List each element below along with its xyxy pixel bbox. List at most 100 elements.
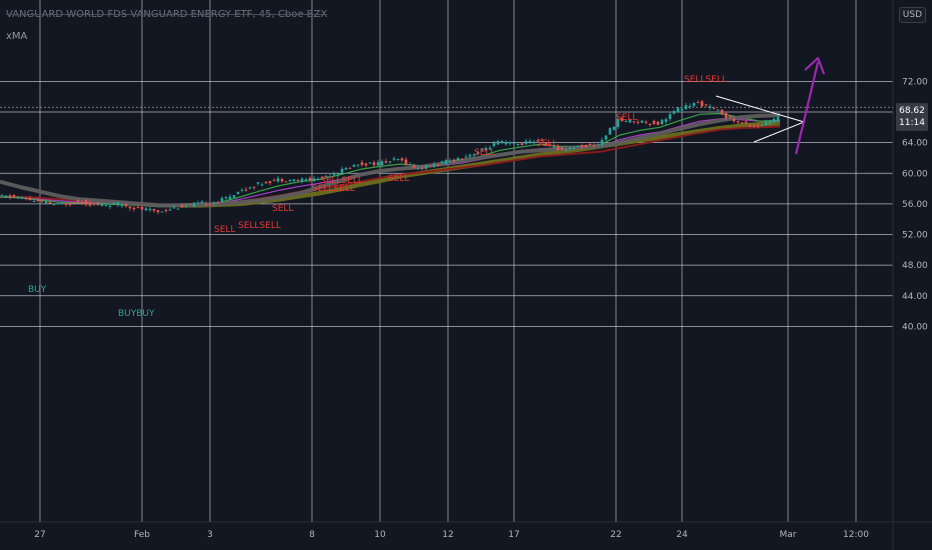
candle-body [384, 161, 388, 163]
candle-body [128, 206, 132, 209]
candle-body [56, 203, 60, 205]
currency-badge[interactable]: USD [898, 7, 926, 23]
candle-body [700, 101, 704, 107]
candle-body [420, 167, 424, 170]
candle-body [360, 162, 364, 165]
candle-body [476, 151, 480, 154]
candle-body [616, 118, 620, 127]
sell-signal-label: SELLSELL [238, 221, 281, 231]
candle-body [600, 139, 604, 145]
candle-body [648, 124, 652, 126]
candle-body [472, 154, 476, 156]
candle-body [112, 202, 116, 204]
candle-body [740, 122, 744, 124]
candle-body [372, 162, 376, 166]
candle-body [724, 112, 728, 118]
buy-signal-label: BUY [28, 285, 47, 295]
candle-body [156, 210, 160, 213]
candle-body [712, 108, 716, 110]
x-tick-label: 12 [442, 530, 453, 540]
candle-body [412, 165, 416, 168]
candle-body [52, 204, 56, 206]
candle-body [208, 203, 212, 205]
candle-body [212, 202, 216, 204]
candle-body [732, 118, 736, 122]
sell-signal-label: SELLSELL [320, 176, 363, 186]
candle-body [80, 201, 84, 204]
x-tick-label: 10 [374, 530, 386, 540]
candle-body [348, 168, 352, 170]
candle-body [4, 195, 8, 198]
candle-body [324, 175, 328, 177]
indicator-label[interactable]: xMA [6, 31, 28, 42]
candle-body [188, 203, 192, 205]
candle-body [644, 121, 648, 123]
candle-body [436, 164, 440, 166]
candle-body [292, 179, 296, 181]
y-tick-label: 52.00 [902, 231, 928, 241]
candle-body [320, 176, 324, 178]
y-tick-label: 56.00 [902, 200, 928, 210]
x-tick-label: Mar [780, 530, 797, 540]
candle-body [312, 178, 316, 181]
candle-body [424, 165, 428, 169]
candle-body [8, 195, 12, 198]
x-tick-label: 27 [34, 530, 45, 540]
y-tick-label: 72.00 [902, 77, 928, 87]
candle-body [444, 160, 448, 165]
candle-body [408, 164, 412, 166]
candle-body [100, 204, 104, 206]
candle-body [268, 181, 272, 184]
candle-body [24, 198, 28, 200]
symbol-title: VANGUARD WORLD FDS VANGUARD ENERGY ETF, … [6, 9, 328, 20]
candle-body [300, 178, 304, 182]
buy-signal-label: BUYBUY [118, 309, 155, 319]
candle-body [572, 147, 576, 149]
candle-body [296, 180, 300, 182]
candle-body [456, 158, 460, 161]
candle-body [688, 105, 692, 107]
candle-body [492, 143, 496, 146]
candle-body [340, 168, 344, 173]
candle-body [428, 165, 432, 167]
candle-body [48, 202, 52, 204]
candle-body [224, 197, 228, 199]
candle-body [132, 207, 136, 210]
candle-body [248, 187, 252, 189]
candle-body [728, 115, 732, 117]
x-tick-label: 3 [207, 530, 213, 540]
candle-body [760, 124, 764, 126]
candle-body [40, 200, 44, 202]
candle-body [72, 202, 76, 204]
candle-body [240, 189, 244, 191]
candle-body [264, 182, 268, 184]
candle-body [504, 141, 508, 145]
candle-body [584, 144, 588, 148]
candle-body [552, 146, 556, 148]
candle-body [160, 211, 164, 213]
candle-body [752, 125, 756, 127]
candle-body [568, 147, 572, 149]
candle-body [680, 108, 684, 111]
candle-body [404, 159, 408, 165]
candle-body [604, 135, 608, 140]
candle-body [612, 126, 616, 130]
candle-body [168, 209, 172, 211]
candle-body [596, 144, 600, 146]
candle-body [28, 197, 32, 201]
sell-signal-label: SELL [214, 225, 235, 235]
candle-body [768, 121, 772, 124]
candle-body [344, 167, 348, 170]
bar-countdown: 11:14 [899, 118, 925, 128]
annotation-arrow-head [804, 56, 826, 75]
candle-body [508, 142, 512, 144]
candle-body [260, 184, 264, 186]
candle-body [244, 189, 248, 191]
candle-body [172, 207, 176, 209]
candle-body [744, 121, 748, 123]
sell-signal-label: SELL [536, 139, 557, 149]
last-price-value: 68.62 [899, 106, 925, 116]
candle-body [536, 140, 540, 142]
x-tick-label: 22 [610, 530, 621, 540]
